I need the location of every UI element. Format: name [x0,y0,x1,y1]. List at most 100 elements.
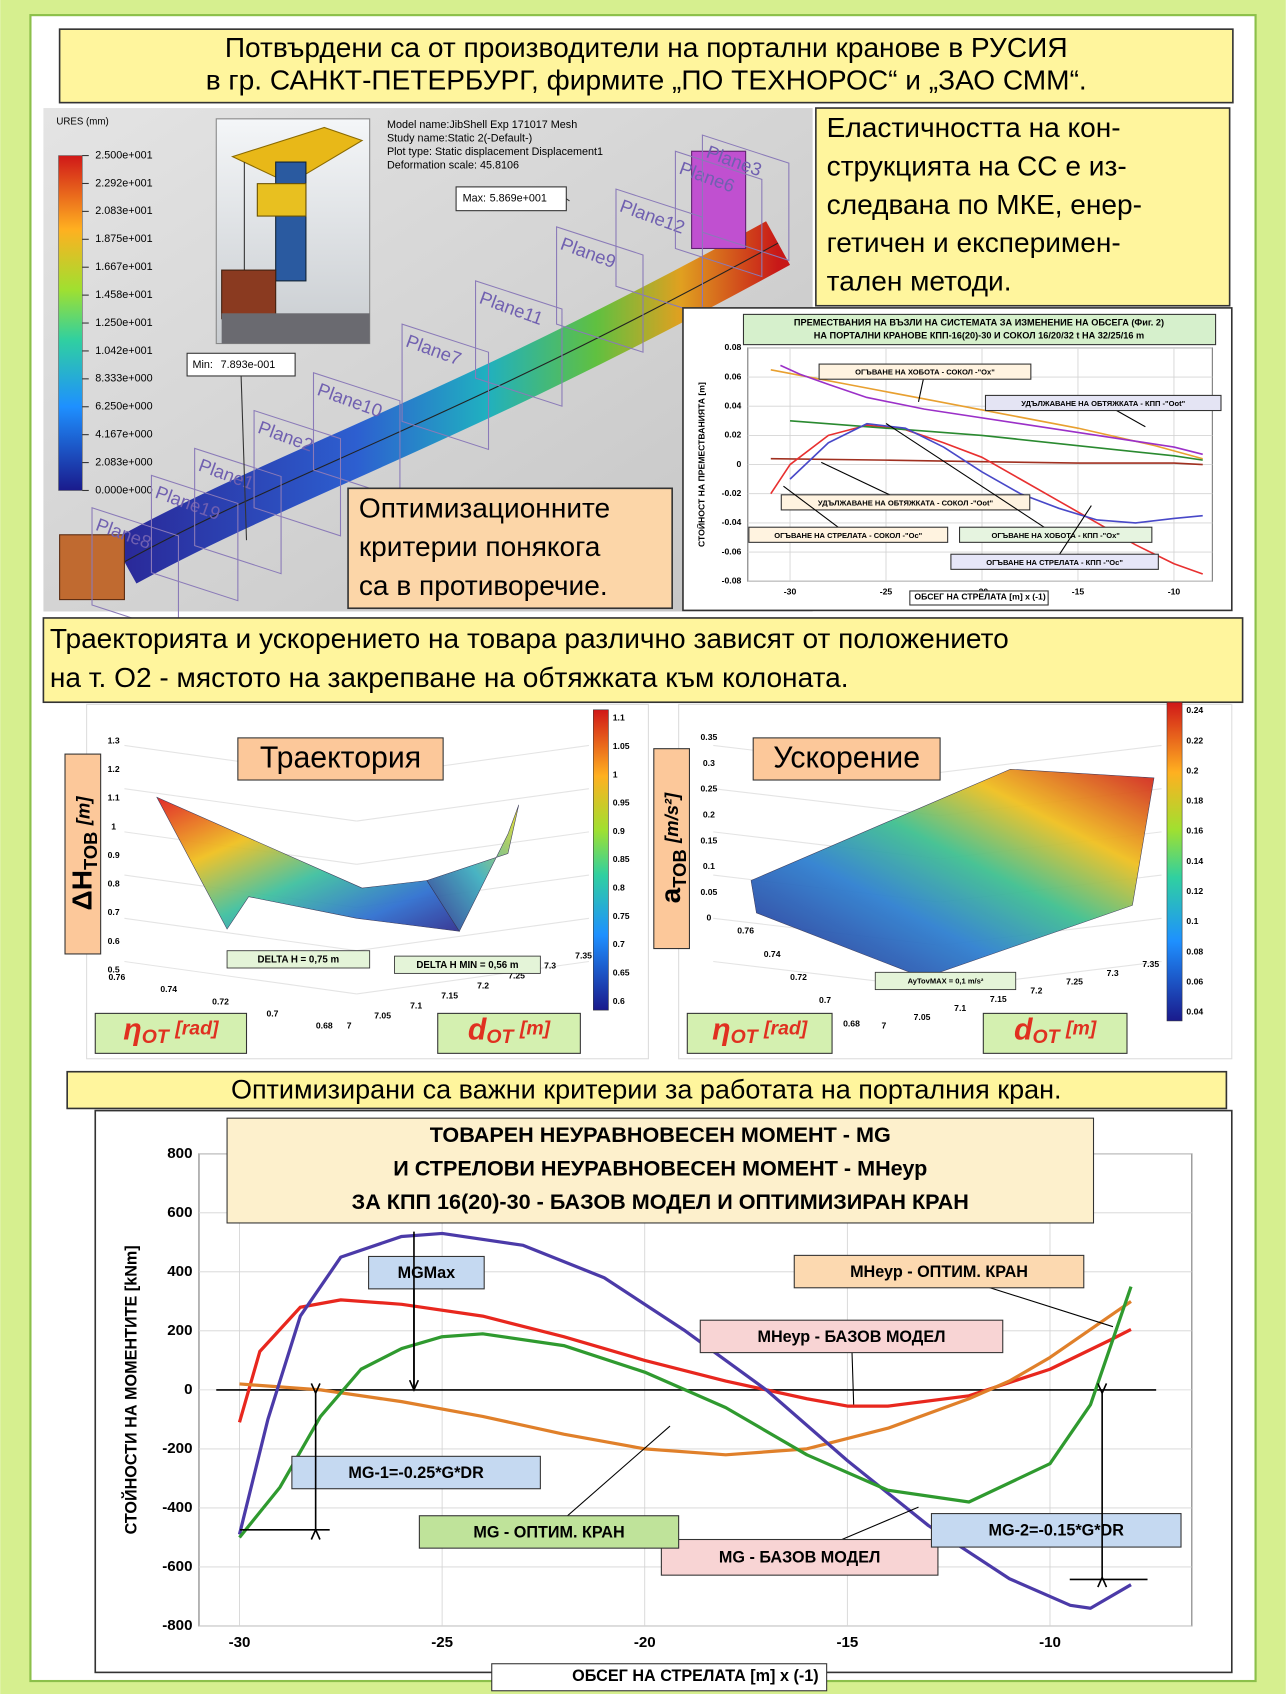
annotation: MGMax [398,1264,456,1282]
axis-main: d [1014,1014,1033,1047]
z-label-sub: TOB [669,849,690,887]
fea-scale-label: 4.167e+000 [95,429,152,441]
y-tick-label: 800 [167,1145,192,1162]
z-label-unit: [m/s²] [661,792,682,844]
fea-scale-label: 2.083e+001 [95,205,152,217]
y-tick-label: 7.1 [410,1001,422,1011]
colorbar-tick: 0.95 [613,798,630,808]
colorbar-tick: 0.2 [1186,765,1198,775]
legend-label: МНеур - БАЗОВ МОДЕЛ [758,1328,946,1346]
colorbar-tick: 0.75 [613,911,630,921]
annotation: DELTA H = 0,75 m [258,954,340,965]
colorbar-tick: 0.65 [613,967,630,977]
axis-unit: [m] [519,1018,551,1040]
y-tick-label: 7.3 [544,960,556,970]
z-label-main: ΔH [67,870,98,910]
x-tick-label: -15 [836,1634,858,1651]
z-tick-label: 0.1 [703,861,715,871]
y-tick-label: 0 [737,459,742,469]
legend-label: MG - БАЗОВ МОДЕЛ [719,1549,880,1567]
y-tick-label: 7.25 [1066,977,1083,987]
colorbar-tick: 1.05 [613,741,630,751]
min-label: Min: [192,359,212,371]
chart-title: НА ПОРТАЛНИ КРАНОВЕ КПП-16(20)-30 И СОКО… [814,330,1144,340]
axis-unit: [rad] [174,1018,219,1040]
y-tick-label: -600 [162,1558,192,1575]
chart-title: ЗА КПП 16(20)-30 - БАЗОВ МОДЕЛ И ОПТИМИЗ… [352,1189,969,1214]
legend-label: ОГЪВАНЕ НА СТРЕЛАТА - КПП -"Oc" [986,558,1123,567]
legend-label: MG - ОПТИМ. КРАН [473,1523,624,1541]
colorbar-tick: 0.6 [613,996,625,1006]
x-tick-label: -30 [784,586,797,596]
colorbar-tick: 0.7 [613,939,625,949]
axis-main: η [123,1014,141,1047]
annotation: MG-1=-0.25*G*DR [348,1464,484,1482]
y-tick-label: -0.02 [722,488,742,498]
colorbar-tick: 1.1 [613,713,625,723]
x-tick-label: 0.74 [764,949,781,959]
chart-title: ТОВАРЕН НЕУРАВНОВЕСЕН МОМЕНТ - MG [430,1122,891,1147]
colorbar-tick: 0.22 [1186,735,1203,745]
axis-unit: [rad] [763,1018,808,1040]
x-tick-label: 0.76 [737,926,754,936]
colorbar [593,710,608,1010]
z-tick-label: 0 [707,913,712,923]
y-tick-label: 7.1 [954,1003,966,1013]
quay [222,313,370,343]
fea-colorbar [59,156,83,491]
x-tick-label: 0.72 [790,972,807,982]
y-tick-label: 7 [347,1021,352,1031]
axis-main: d [468,1014,487,1047]
x-tick-label: -25 [431,1634,453,1651]
elasticity-line: Еластичността на кон- [827,112,1121,143]
z-tick-label: 0.05 [701,887,718,897]
axis-main: η [712,1014,730,1047]
max-value: 5.869e+001 [490,193,547,205]
x-tick-label: -25 [880,586,893,596]
container [222,270,276,319]
x-label-box [687,1013,832,1053]
y-tick-label: -0.08 [722,576,742,586]
axis-sub: OT [486,1026,515,1048]
axis-unit: [m] [1065,1018,1097,1040]
z-tick-label: 0.9 [108,850,120,860]
criteria-line: са в противоречие. [359,570,608,601]
fea-scale-label: 2.083e+000 [95,456,152,468]
x-tick-label: -10 [1168,586,1181,596]
fea-scale-label: 0.000e+000 [95,484,152,496]
annotation: DELTA H MIN = 0,56 m [416,960,519,971]
x-tick-label: 0.7 [819,995,831,1005]
y-tick-label: 7.3 [1107,968,1119,978]
legend-label: ОГЪВАНЕ НА ХОБОТА - КПП -"Ox" [991,531,1120,540]
y-tick-label: 400 [167,1263,192,1280]
y-tick-label: 7.35 [1142,959,1159,969]
fea-scale-label: 8.333e+000 [95,373,152,385]
criteria-line: критерии понякога [359,531,601,562]
max-label: Max: [463,193,486,205]
crane-tower [276,162,306,281]
x-tick-label: -15 [1072,586,1085,596]
min-value: 7.893e-001 [221,359,276,371]
fea-scale-label: 1.042e+001 [95,345,152,357]
colorbar-tick: 0.85 [613,854,630,864]
z-tick-label: 1 [111,821,116,831]
header-line: Потвърдени са от производители на портал… [225,32,1068,63]
colorbar-tick: 0.18 [1186,796,1203,806]
fea-model-info: Study name:Static 2(-Default-) [387,133,532,145]
y-axis-label: СТОЙНОСТ НА ПРЕМЕСТВАНИЯТА [m] [696,382,707,547]
x-tick-label: 0.7 [266,1008,278,1018]
x-label-box [95,1013,246,1053]
colorbar [1167,702,1182,1021]
z-tick-label: 1.1 [108,793,120,803]
fea-scale-label: 1.875e+001 [95,233,152,245]
x-tick-label: 0.72 [212,996,229,1006]
y-tick-label: -400 [162,1499,192,1516]
chart-title: ПРЕМЕСТВАНИЯ НА ВЪЗЛИ НА СИСТЕМАТА ЗА ИЗ… [794,317,1164,327]
y-tick-label: 0.04 [725,400,742,410]
y-tick-label: -0.04 [722,517,742,527]
x-tick-label: 0.68 [316,1021,333,1031]
y-tick-label: 7.35 [575,950,592,960]
z-tick-label: 0.15 [701,835,718,845]
z-label-unit: [m] [72,796,93,826]
z-label-main: a [656,887,687,903]
